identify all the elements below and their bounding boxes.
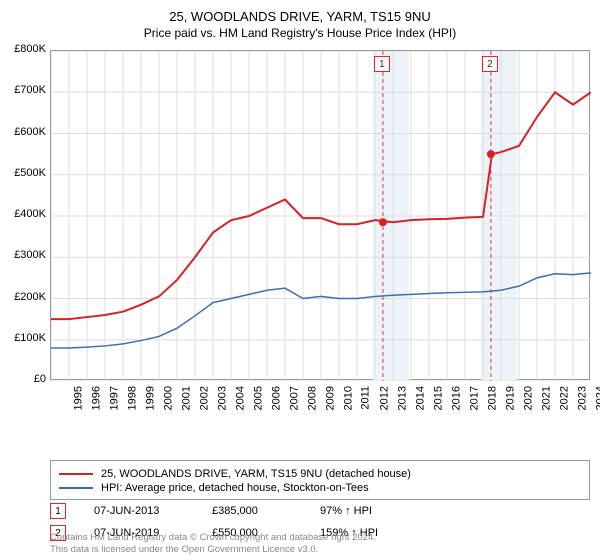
- sale-date: 07-JUN-2013: [94, 505, 184, 517]
- legend-item: HPI: Average price, detached house, Stoc…: [59, 481, 581, 495]
- y-tick-label: £300K: [0, 249, 46, 261]
- x-tick-label: 2003: [216, 386, 228, 410]
- x-tick-label: 2009: [324, 386, 336, 410]
- footer-text: Contains HM Land Registry data © Crown c…: [50, 532, 590, 556]
- x-tick-label: 2010: [342, 386, 354, 410]
- sale-pct: 97% ↑ HPI: [320, 505, 372, 517]
- y-tick-label: £500K: [0, 167, 46, 179]
- x-tick-label: 2022: [558, 386, 570, 410]
- x-tick-label: 1997: [108, 386, 120, 410]
- x-tick-label: 2023: [576, 386, 588, 410]
- x-tick-label: 2001: [180, 386, 192, 410]
- x-tick-label: 2006: [270, 386, 282, 410]
- x-tick-label: 2016: [450, 386, 462, 410]
- legend-text: 25, WOODLANDS DRIVE, YARM, TS15 9NU (det…: [101, 468, 411, 480]
- x-tick-label: 2019: [504, 386, 516, 410]
- sale-marker-box: 1: [374, 56, 390, 72]
- x-tick-label: 2012: [378, 386, 390, 410]
- y-tick-label: £0: [0, 373, 46, 385]
- y-tick-label: £100K: [0, 332, 46, 344]
- legend-text: HPI: Average price, detached house, Stoc…: [101, 482, 369, 494]
- x-tick-label: 2015: [432, 386, 444, 410]
- x-tick-label: 2020: [522, 386, 534, 410]
- plot-svg: [51, 51, 591, 381]
- chart-area: £0£100K£200K£300K£400K£500K£600K£700K£80…: [0, 50, 600, 420]
- sale-price: £385,000: [212, 505, 292, 517]
- y-tick-label: £400K: [0, 208, 46, 220]
- footer-line2: This data is licensed under the Open Gov…: [50, 544, 318, 555]
- plot-area: [50, 50, 590, 380]
- x-tick-label: 2000: [162, 386, 174, 410]
- x-tick-label: 2014: [414, 386, 426, 410]
- y-tick-label: £600K: [0, 126, 46, 138]
- y-tick-label: £700K: [0, 84, 46, 96]
- x-tick-label: 2024: [594, 386, 600, 410]
- sale-marker-box: 2: [482, 56, 498, 72]
- x-tick-label: 1996: [90, 386, 102, 410]
- y-tick-label: £800K: [0, 43, 46, 55]
- page-subtitle: Price paid vs. HM Land Registry's House …: [0, 26, 600, 46]
- x-tick-label: 2013: [396, 386, 408, 410]
- footer-line1: Contains HM Land Registry data © Crown c…: [50, 532, 376, 543]
- sales-row: 1 07-JUN-2013 £385,000 97% ↑ HPI: [50, 500, 590, 522]
- x-tick-label: 2004: [234, 386, 246, 410]
- x-tick-label: 2007: [288, 386, 300, 410]
- x-tick-label: 2005: [252, 386, 264, 410]
- legend-item: 25, WOODLANDS DRIVE, YARM, TS15 9NU (det…: [59, 467, 581, 481]
- x-tick-label: 1995: [72, 386, 84, 410]
- x-tick-label: 2017: [468, 386, 480, 410]
- x-tick-label: 2018: [486, 386, 498, 410]
- x-tick-label: 1999: [144, 386, 156, 410]
- legend-box: 25, WOODLANDS DRIVE, YARM, TS15 9NU (det…: [50, 460, 590, 500]
- page-title: 25, WOODLANDS DRIVE, YARM, TS15 9NU: [0, 0, 600, 26]
- x-tick-label: 2008: [306, 386, 318, 410]
- x-tick-label: 2011: [360, 386, 372, 410]
- sale-marker-icon: 1: [50, 503, 66, 519]
- legend-swatch: [59, 473, 93, 475]
- x-tick-label: 2021: [540, 386, 552, 410]
- chart-container: 25, WOODLANDS DRIVE, YARM, TS15 9NU Pric…: [0, 0, 600, 560]
- y-tick-label: £200K: [0, 291, 46, 303]
- legend-swatch: [59, 487, 93, 489]
- x-tick-label: 1998: [126, 386, 138, 410]
- x-tick-label: 2002: [198, 386, 210, 410]
